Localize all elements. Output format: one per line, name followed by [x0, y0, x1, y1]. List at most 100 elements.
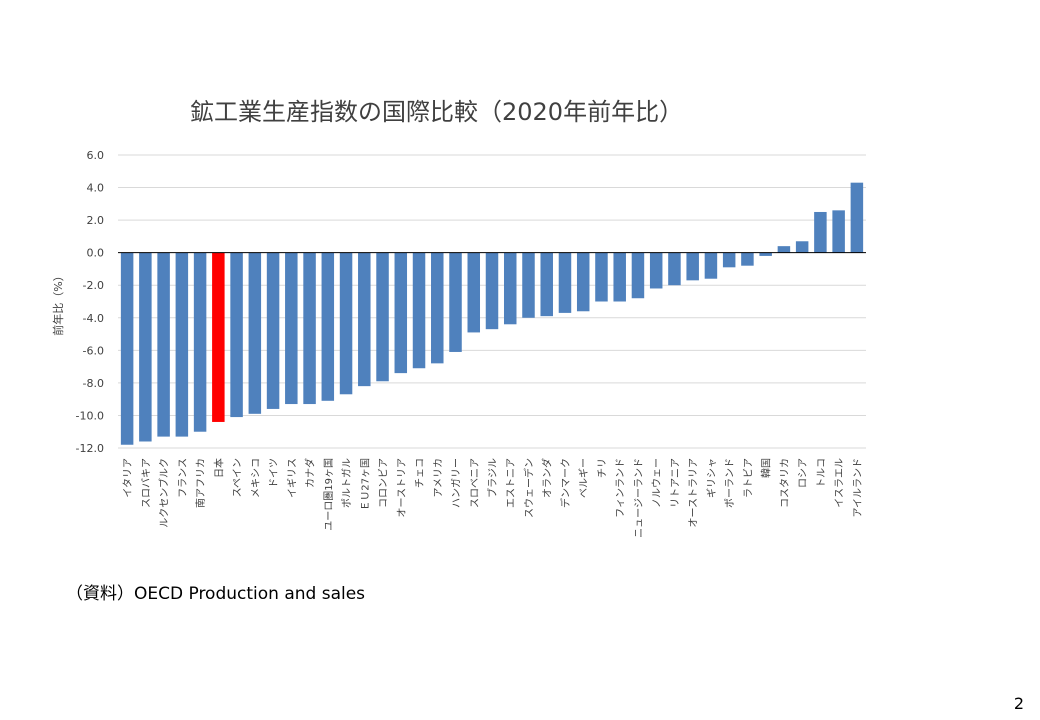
bar	[339, 252, 353, 395]
x-tick-label: スウェーデン	[522, 458, 535, 518]
y-tick-labels: 6.0 4.0 2.0 0.0 -2.0 -4.0 -6.0 -8.0 -10.0 -12.0	[76, 149, 104, 455]
bar	[394, 252, 408, 374]
x-tick-label: イタリア	[122, 458, 134, 498]
y-tick-label: -6.0	[83, 344, 104, 357]
x-tick-label: ハンガリー	[451, 458, 463, 508]
bar	[449, 252, 462, 352]
bars	[120, 182, 864, 445]
bar	[759, 252, 772, 256]
bar	[467, 252, 481, 333]
bar	[814, 211, 827, 253]
bar	[722, 252, 736, 268]
y-tick-label: 4.0	[87, 182, 105, 195]
bar	[248, 252, 262, 414]
bar	[139, 252, 152, 442]
x-tick-label: カナダ	[304, 458, 317, 488]
bar	[686, 252, 699, 281]
x-tick-label: 日本	[212, 458, 225, 478]
bar	[157, 252, 170, 437]
x-tick-label: コスタリカ	[779, 458, 791, 508]
bar	[120, 252, 134, 445]
source-note: （資料）OECD Production and sales	[66, 584, 366, 604]
x-tick-label: ブラジル	[486, 458, 499, 498]
x-tick-label: 南アフリカ	[194, 458, 207, 508]
bar	[358, 252, 371, 387]
bar	[285, 252, 298, 405]
bar	[668, 252, 681, 286]
bar	[485, 252, 499, 330]
x-tick-label: ＥＵ27ヶ国	[359, 458, 371, 511]
bar	[503, 252, 517, 325]
bar	[576, 252, 590, 312]
bar	[777, 246, 791, 253]
x-tick-label: スロベニア	[469, 458, 481, 508]
bar	[613, 252, 626, 302]
x-tick-label: 韓国	[761, 458, 773, 478]
x-tick-label: ベルギー	[578, 458, 590, 498]
page-number: 2	[1013, 694, 1024, 713]
y-tick-label: -2.0	[83, 279, 104, 292]
y-tick-label: -8.0	[83, 377, 104, 390]
x-tick-label: デンマーク	[559, 458, 572, 508]
bar	[522, 252, 535, 318]
bar	[649, 252, 663, 289]
x-tick-label: ドイツ	[269, 458, 280, 488]
bar-highlighted	[212, 252, 225, 422]
x-tick-label: チリ	[596, 458, 608, 478]
bar	[230, 252, 243, 418]
y-tick-label: -10.0	[76, 409, 104, 422]
x-tick-label: ロシア	[798, 458, 809, 488]
y-tick-label: -12.0	[76, 442, 104, 455]
x-tick-label: スペイン	[233, 458, 244, 497]
x-tick-label: ポーランド	[724, 458, 736, 508]
bar	[175, 252, 189, 437]
x-tick-label: フィンランド	[615, 458, 627, 518]
x-tick-label: メキシコ	[251, 458, 262, 498]
bar	[540, 252, 553, 317]
x-tick-label: ラトビア	[742, 458, 754, 498]
bar	[741, 252, 754, 266]
x-tick-label: アメリカ	[432, 458, 444, 498]
x-tick-label: スロバキア	[140, 458, 152, 508]
x-tick-label: リトアニア	[670, 458, 681, 508]
y-tick-label: -4.0	[83, 312, 104, 325]
x-tick-labels: イタリア スロバキア ルクセンブルク フランス 南アフリカ 日本 スペイン メキシコ ドイツ イギ…	[122, 458, 864, 538]
bar	[631, 252, 645, 299]
bar	[595, 252, 608, 302]
x-tick-label: イスラエル	[834, 458, 846, 508]
y-tick-label: 0.0	[87, 247, 105, 260]
x-tick-label: ポルトガル	[341, 458, 353, 508]
x-tick-label: ギリシャ	[706, 458, 718, 498]
chart-title: 鉱工業生産指数の国際比較（2020年前年比）	[190, 98, 684, 126]
x-tick-label: エストニア	[506, 458, 517, 508]
y-axis-label: 前年比（%）	[51, 270, 65, 335]
x-tick-label: ルクセンブルク	[158, 458, 171, 528]
bar	[303, 252, 316, 405]
x-tick-label: オランダ	[541, 458, 554, 498]
bar	[795, 241, 809, 253]
x-tick-label: チェコ	[414, 458, 426, 488]
bar	[266, 252, 280, 409]
bar	[431, 252, 444, 364]
x-tick-label: ニュージーランド	[633, 458, 645, 538]
x-tick-label: ノルウェー	[651, 458, 663, 508]
bar	[193, 252, 207, 432]
bar	[558, 252, 572, 313]
bar	[704, 252, 718, 279]
bar	[850, 182, 864, 253]
y-tick-label: 2.0	[87, 214, 105, 227]
x-tick-label: トルコ	[816, 458, 827, 488]
bar	[412, 252, 426, 369]
x-tick-label: コロンビア	[378, 458, 390, 508]
y-tick-label: 6.0	[87, 149, 105, 162]
bar	[376, 252, 389, 382]
bar	[321, 252, 335, 401]
bar	[832, 210, 845, 253]
x-tick-label: フランス	[177, 458, 189, 498]
x-tick-label: ユーロ圏19ヶ国	[323, 458, 335, 531]
x-tick-label: イギリス	[286, 458, 298, 498]
x-tick-label: オーストリア	[396, 458, 408, 518]
x-tick-label: アイルランド	[852, 458, 864, 518]
